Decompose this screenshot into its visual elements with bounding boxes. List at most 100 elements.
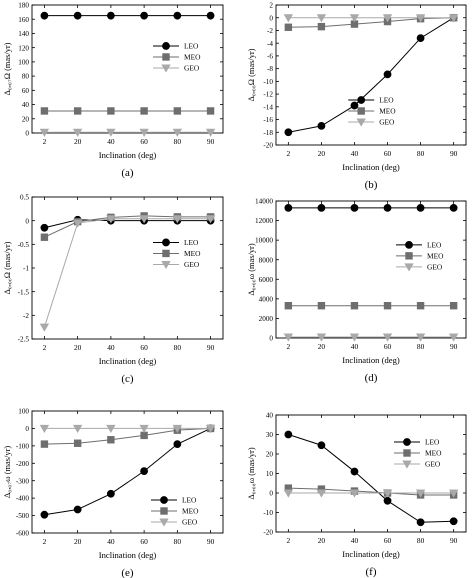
- data-point: [283, 489, 294, 498]
- x-tick-label: 2: [43, 137, 47, 146]
- legend-label: LEO: [427, 241, 442, 250]
- y-axis-label: Δ₀,₀₆ω (mas/yr): [247, 243, 256, 295]
- x-tick-label: 80: [174, 537, 182, 546]
- data-point: [449, 302, 458, 310]
- y-tick-label: 100: [18, 408, 29, 416]
- x-tick-label: 2: [43, 537, 47, 546]
- data-point: [448, 333, 459, 342]
- data-point: [448, 14, 459, 23]
- y-tick-label: -400: [16, 495, 30, 503]
- x-tick-label: 2: [43, 343, 47, 352]
- y-tick-label: 20: [266, 451, 274, 459]
- y-tick-label: 8000: [259, 256, 274, 264]
- data-point: [106, 215, 116, 224]
- data-point: [40, 107, 49, 115]
- y-tick-label: 0: [269, 14, 273, 22]
- y-axis-label: Δ₀,₀₆Ω (mas/yr): [3, 241, 12, 294]
- chart-panel: 0 20 40 60 80 100 120 140 160 180 2 20 40 60 80 90 Incli…: [3, 2, 224, 179]
- x-tick-label: 40: [351, 342, 359, 351]
- series-line: [43, 218, 211, 328]
- plot-frame: [275, 4, 467, 146]
- x-tick-label: 2: [286, 536, 290, 545]
- plot-frame: [31, 410, 224, 534]
- legend-label: LEO: [184, 42, 199, 51]
- y-tick-label: 0: [269, 490, 273, 498]
- x-tick-label: 90: [450, 536, 458, 545]
- x-tick-label: 40: [107, 537, 115, 546]
- y-tick-label: 40: [22, 101, 30, 109]
- data-point: [317, 22, 326, 31]
- y-tick-label: 60: [22, 87, 30, 95]
- x-tick-label: 90: [207, 537, 215, 546]
- x-tick-label: 40: [351, 149, 359, 158]
- data-point: [416, 34, 425, 42]
- data-point: [73, 11, 82, 20]
- legend-marker: [356, 118, 366, 127]
- data-point: [40, 440, 49, 448]
- data-point: [40, 510, 49, 519]
- legend-marker: [162, 249, 170, 258]
- data-point: [73, 439, 82, 447]
- legend: LEO MEO GEO: [151, 496, 199, 527]
- x-tick-label: 80: [417, 149, 425, 158]
- data-point: [383, 496, 392, 505]
- panel-label: (a): [121, 167, 134, 179]
- legend-marker: [405, 240, 413, 249]
- data-point: [449, 203, 458, 212]
- data-point: [350, 302, 359, 310]
- data-point: [206, 107, 215, 115]
- data-point: [349, 333, 360, 342]
- data-point: [39, 424, 50, 434]
- y-tick-label: 0: [25, 130, 29, 138]
- x-tick-label: 80: [174, 137, 182, 146]
- legend-label: GEO: [184, 260, 200, 269]
- y-tick-label: 160: [18, 16, 29, 24]
- panel-label: (c): [121, 373, 134, 385]
- legend-label: LEO: [425, 438, 440, 447]
- y-tick-label: -14: [263, 103, 273, 111]
- legend-marker: [404, 263, 414, 272]
- data-point: [39, 323, 50, 332]
- legend: LEO MEO GEO: [394, 438, 442, 469]
- legend-marker: [403, 438, 411, 446]
- plot-frame: [275, 414, 467, 533]
- data-point: [106, 424, 116, 434]
- series-line: [44, 427, 211, 516]
- legend-label: GEO: [425, 460, 441, 469]
- x-axis-label: Inclination (deg): [99, 150, 157, 160]
- data-point: [317, 302, 326, 310]
- data-point: [173, 107, 182, 115]
- y-tick-label: 120: [18, 44, 29, 52]
- data-point: [283, 333, 294, 342]
- data-point: [72, 219, 83, 228]
- data-point: [172, 215, 183, 224]
- legend: LEO MEO GEO: [396, 241, 444, 272]
- y-tick-label: -2: [23, 312, 29, 320]
- y-tick-label: 140: [18, 30, 29, 38]
- y-tick-label: 10000: [255, 237, 273, 245]
- data-point: [415, 489, 426, 498]
- x-tick-label: 20: [318, 536, 326, 545]
- plot-frame: [275, 200, 467, 339]
- data-point: [284, 302, 293, 310]
- data-point: [382, 333, 393, 342]
- panel-label: (f): [366, 566, 377, 578]
- y-axis-label: Δ₀,₀₈ω (mas/yr): [247, 447, 256, 499]
- series-line: [44, 215, 211, 238]
- data-point: [40, 223, 49, 232]
- legend-marker: [162, 53, 170, 61]
- y-tick-label: 2: [269, 2, 273, 10]
- x-tick-label: 40: [107, 343, 115, 352]
- data-point: [350, 203, 359, 212]
- data-point: [415, 333, 426, 342]
- data-point: [382, 14, 393, 23]
- data-point: [139, 424, 149, 434]
- data-point: [140, 431, 148, 440]
- x-tick-label: 90: [207, 343, 215, 352]
- data-point: [284, 128, 293, 137]
- x-tick-label: 60: [140, 343, 148, 352]
- data-point: [316, 333, 327, 342]
- y-tick-label: -10: [263, 78, 273, 86]
